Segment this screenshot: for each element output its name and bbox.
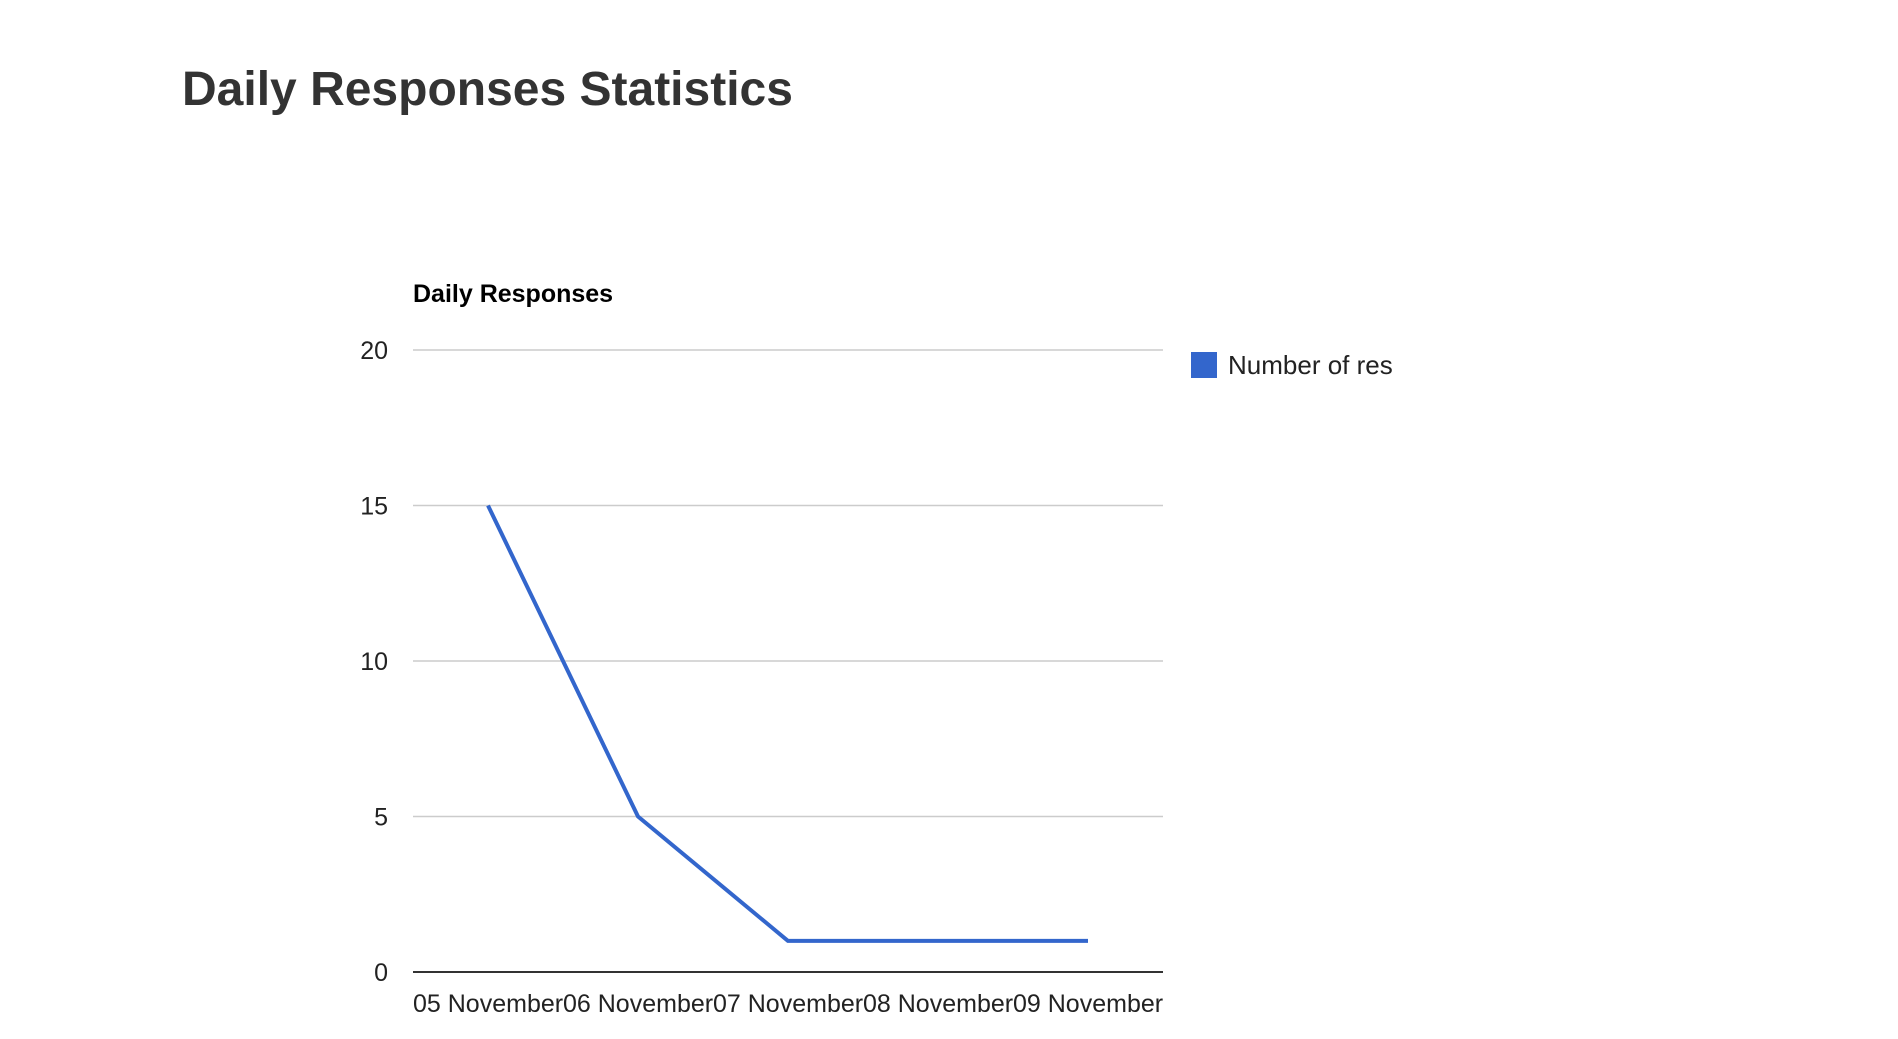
series-lines	[486, 504, 1088, 943]
y-axis-ticks: 0 5 10 15 20	[360, 337, 388, 987]
legend-swatch	[1191, 352, 1217, 378]
chart-title: Daily Responses	[413, 280, 613, 308]
y-tick-label: 0	[374, 959, 388, 987]
gridlines	[413, 349, 1163, 818]
x-tick-label: 06 November	[563, 990, 713, 1018]
series-line	[486, 504, 1088, 943]
legend-label: Number of res	[1228, 350, 1393, 380]
legend: Number of res	[1191, 350, 1393, 380]
y-tick-label: 10	[360, 648, 388, 676]
x-tick-label: 09 November	[1013, 990, 1163, 1018]
x-tick-label: 05 November	[413, 990, 563, 1018]
x-tick-label: 07 November	[713, 990, 863, 1018]
page-title: Daily Responses Statistics	[182, 63, 793, 116]
y-tick-label: 15	[360, 493, 388, 521]
x-tick-label: 08 November	[863, 990, 1013, 1018]
x-axis-ticks: 05 November 06 November 07 November 08 Nove…	[413, 990, 1163, 1018]
y-tick-label: 20	[360, 337, 388, 365]
y-tick-label: 5	[374, 804, 388, 832]
